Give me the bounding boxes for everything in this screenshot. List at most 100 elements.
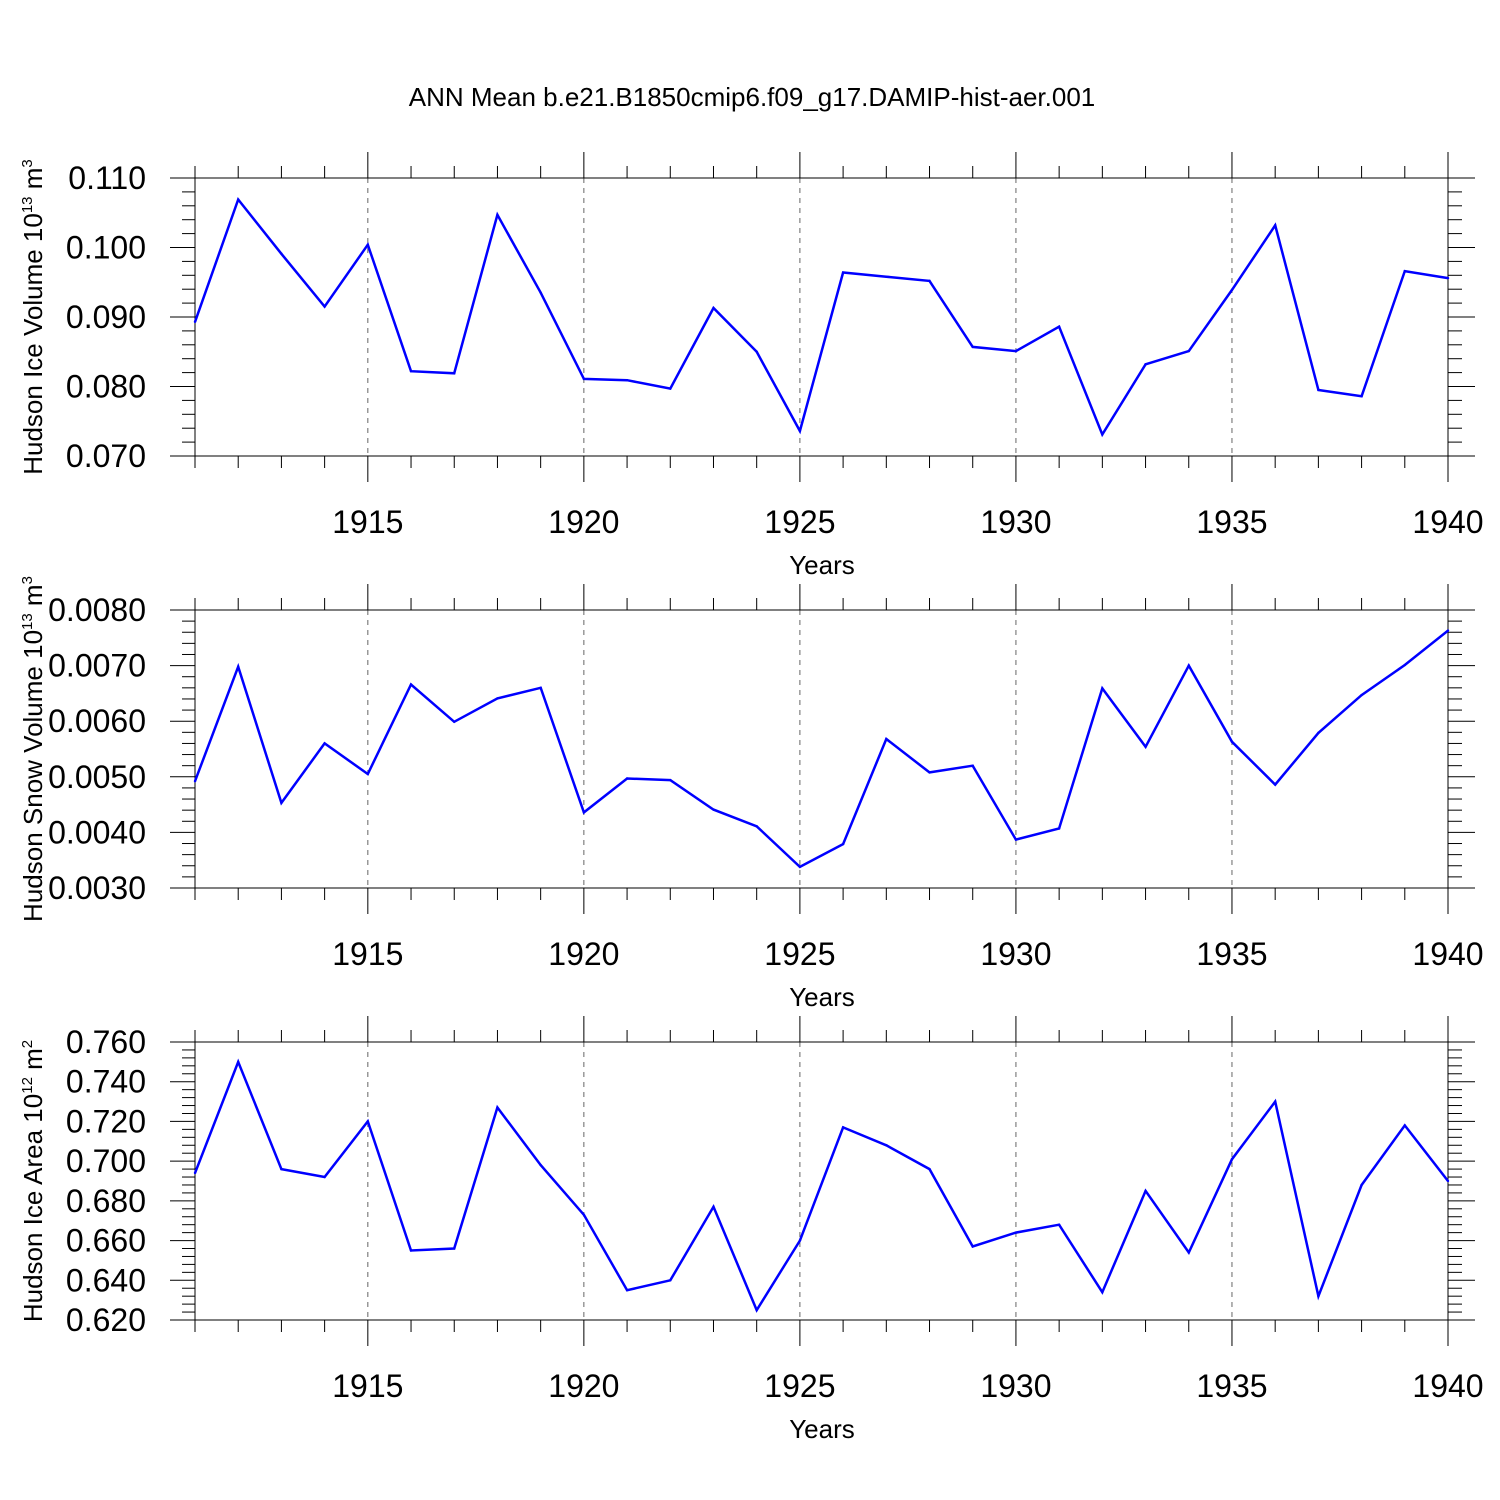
data-point (496, 1106, 499, 1109)
data-point (366, 1120, 370, 1123)
data-point (885, 275, 888, 278)
data-point (582, 377, 586, 381)
data-point (453, 1247, 456, 1250)
data-point (798, 429, 802, 433)
data-point (323, 742, 326, 745)
data-point (928, 771, 931, 774)
data-point (280, 1167, 283, 1171)
data-point (1360, 693, 1363, 697)
y-axis-label: Hudson Ice Volume 1013 m3 (18, 159, 48, 475)
data-point (928, 279, 931, 283)
data-point (409, 370, 413, 373)
data-point (193, 780, 197, 783)
data-point (1360, 1183, 1363, 1187)
data-point (1101, 1291, 1104, 1294)
data-point (1446, 276, 1450, 280)
y-tick-label: 0.070 (66, 438, 146, 474)
data-point (1273, 783, 1277, 786)
y-tick-label: 0.0030 (48, 870, 146, 906)
data-point (1144, 1189, 1147, 1193)
x-tick-label: 1920 (548, 504, 619, 540)
data-point (1057, 1223, 1061, 1226)
data-point (1144, 745, 1147, 748)
y-axis-label: Hudson Snow Volume 1013 m3 (18, 576, 48, 922)
series-line (193, 629, 1449, 869)
data-point (237, 1060, 240, 1064)
data-point (1057, 827, 1061, 830)
x-tick-label: 1915 (332, 1368, 403, 1404)
data-point (841, 1126, 845, 1129)
y-tick-label: 0.100 (66, 230, 146, 266)
data-point (885, 737, 888, 741)
data-point (453, 372, 456, 375)
data-point (841, 842, 845, 846)
data-point (755, 825, 758, 828)
data-point (798, 1239, 802, 1242)
data-point (1230, 288, 1234, 292)
x-tick-label: 1935 (1196, 504, 1267, 540)
x-tick-label: 1920 (548, 1368, 619, 1404)
data-point (755, 1308, 758, 1312)
data-point (625, 379, 629, 382)
series-line (193, 196, 1449, 438)
y-tick-label: 0.110 (68, 160, 146, 196)
data-point (237, 198, 240, 201)
data-point (582, 811, 586, 814)
data-point (1101, 433, 1104, 436)
data-point (1446, 629, 1450, 632)
panel-2: 0.0030 0.0040 0.0050 0.0060 0.0070 0.0080 1915… (18, 576, 1484, 1012)
data-point (539, 1163, 542, 1167)
y-tick-label: 0.740 (66, 1064, 146, 1100)
x-tick-label: 1930 (980, 936, 1051, 972)
data-point (712, 808, 715, 811)
x-tick-label: 1935 (1196, 1368, 1267, 1404)
x-tick-label: 1920 (548, 936, 619, 972)
y-tick-label: 0.680 (66, 1183, 146, 1219)
y-tick-label: 0.620 (66, 1302, 146, 1338)
data-point (1403, 663, 1406, 667)
data-point (1446, 1179, 1450, 1183)
data-point (1273, 224, 1277, 227)
data-point (625, 777, 629, 780)
data-point (1187, 1251, 1190, 1254)
y-tick-label: 0.660 (66, 1223, 146, 1259)
y-tick-label: 0.0070 (48, 648, 146, 684)
data-point (496, 213, 499, 217)
y-tick-label: 0.0080 (48, 592, 146, 628)
data-point (669, 387, 672, 390)
data-point (885, 1144, 888, 1147)
data-point (1360, 395, 1363, 398)
series-line (193, 1058, 1449, 1313)
y-tick-label: 0.080 (66, 369, 146, 405)
data-point (1014, 349, 1018, 353)
x-tick-label: 1940 (1412, 504, 1483, 540)
x-tick-label: 1940 (1412, 1368, 1483, 1404)
data-point (366, 243, 370, 246)
data-point (453, 720, 456, 723)
data-point (928, 1167, 931, 1171)
x-tick-label: 1940 (1412, 936, 1483, 972)
data-point (712, 306, 715, 310)
y-tick-label: 0.640 (66, 1262, 146, 1298)
x-tick-label: 1935 (1196, 936, 1267, 972)
data-point (755, 350, 758, 353)
data-point (1144, 363, 1147, 366)
data-point (1317, 388, 1320, 392)
data-point (409, 1249, 413, 1252)
data-point (1403, 1124, 1406, 1127)
data-point (1187, 664, 1190, 667)
data-point (1317, 731, 1320, 735)
x-tick-label: 1915 (332, 936, 403, 972)
x-tick-label: 1930 (980, 1368, 1051, 1404)
data-point (1187, 349, 1190, 353)
data-point (1014, 1231, 1018, 1234)
chart-title: ANN Mean b.e21.B1850cmip6.f09_g17.DAMIP-… (409, 82, 1096, 112)
data-point (841, 271, 845, 274)
panels: 0.070 0.080 0.090 0.100 0.110 1915 1920 1925 193… (18, 152, 1484, 1444)
x-tick-label: 1925 (764, 504, 835, 540)
y-tick-label: 0.0060 (48, 703, 146, 739)
y-tick-label: 0.700 (66, 1143, 146, 1179)
x-tick-label: 1925 (764, 936, 835, 972)
y-axis-label: Hudson Ice Area 1012 m2 (18, 1040, 48, 1322)
